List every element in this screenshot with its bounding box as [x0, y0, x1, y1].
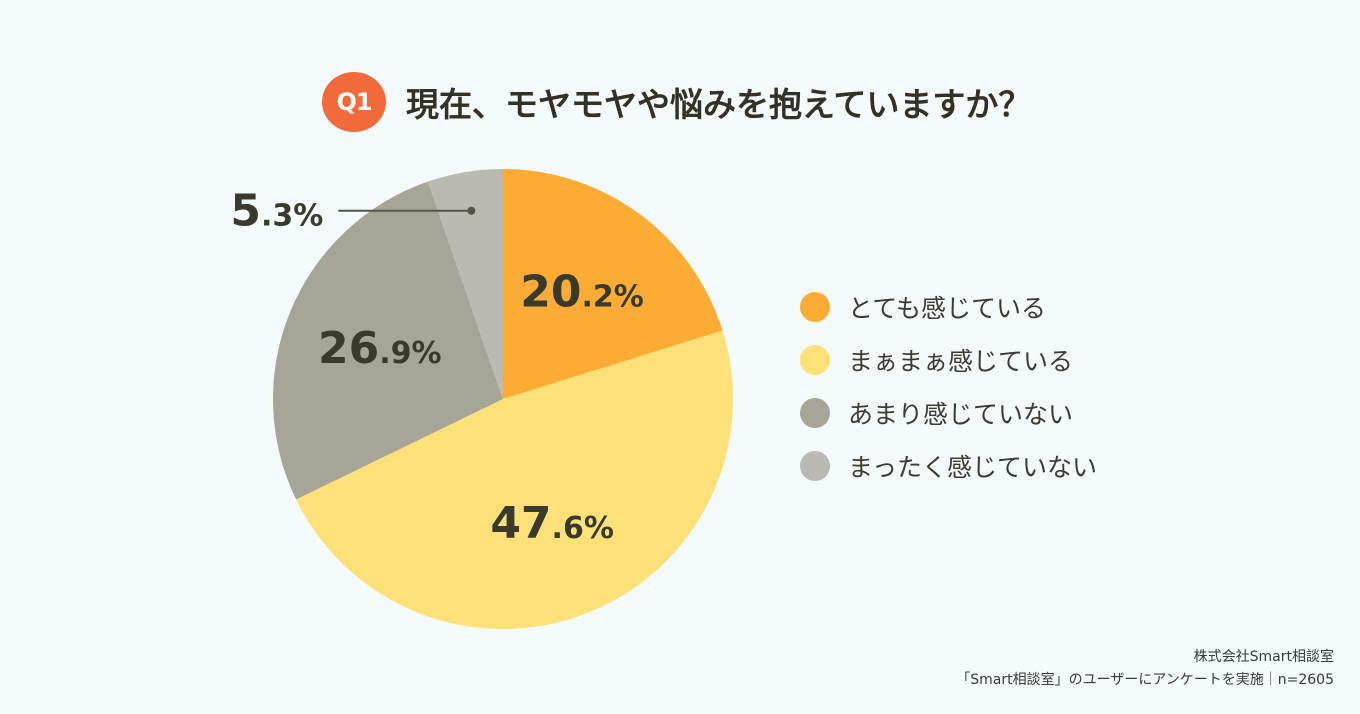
pie-value-label: 47.6% — [490, 498, 614, 549]
pie-slice-very-much — [503, 169, 723, 399]
source-note: 株式会社Smart相談室 「Smart相談室」のユーザーにアンケートを実施｜n=… — [956, 646, 1334, 692]
pie-value-label: 5.3% — [230, 186, 323, 237]
legend: とても感じている まぁまぁ感じている あまり感じていない まったく感じていない — [800, 280, 1097, 492]
pie-value-label: 20.2% — [520, 267, 644, 318]
survey-note: 「Smart相談室」のユーザーにアンケートを実施｜n=2605 — [956, 672, 1334, 688]
legend-swatch — [800, 291, 830, 322]
legend-item: とても感じている — [800, 280, 1097, 333]
pie-slice-not-at-all — [427, 169, 503, 399]
pie-slice-not-much — [273, 181, 503, 500]
legend-swatch — [800, 344, 830, 375]
legend-swatch — [800, 450, 830, 481]
company-name: 株式会社Smart相談室 — [1193, 649, 1334, 665]
legend-label: まぁまぁ感じている — [848, 346, 1074, 376]
chart-title: 現在、モヤモヤや悩みを抱えていますか？ — [406, 85, 1032, 124]
legend-swatch — [800, 397, 830, 428]
pie-slice-somewhat — [296, 330, 733, 629]
legend-item: あまり感じていない — [800, 386, 1097, 439]
legend-label: とても感じている — [848, 293, 1047, 323]
question-badge: Q1 — [322, 72, 386, 132]
pie-value-label: 26.9% — [318, 323, 442, 374]
chart-header: Q1 現在、モヤモヤや悩みを抱えていますか？ — [322, 72, 1031, 132]
legend-label: まったく感じていない — [848, 452, 1098, 482]
legend-item: まぁまぁ感じている — [800, 333, 1097, 386]
legend-item: まったく感じていない — [800, 439, 1097, 492]
legend-label: あまり感じていない — [848, 399, 1074, 429]
